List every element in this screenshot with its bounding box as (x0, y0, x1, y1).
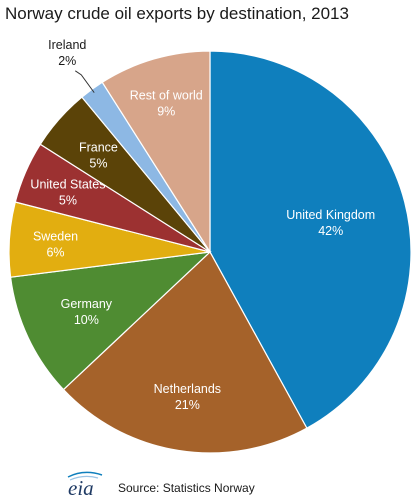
eia-logo: eia (67, 471, 103, 500)
slice-label-united-states: United States (30, 178, 105, 192)
slice-label-united-kingdom: United Kingdom (286, 208, 375, 222)
slice-value-ireland: 2% (58, 54, 76, 68)
pie-slice-germany (9, 251, 212, 391)
pie-slice-united-kingdom (209, 50, 412, 429)
slice-value-united-states: 5% (59, 194, 77, 208)
footer: eia Source: Statistics Norway (0, 468, 420, 503)
slice-label-ireland: Ireland (48, 38, 86, 52)
slice-value-sweden: 6% (46, 245, 64, 259)
source-note: Source: Statistics Norway (118, 481, 255, 495)
pie-slice-rest-of-world (101, 50, 211, 255)
leader-line-ireland (74, 70, 95, 93)
slice-value-rest-of-world: 9% (157, 104, 175, 118)
pie-slice-netherlands (62, 251, 308, 454)
pie-chart: United Kingdom 42% Netherlands 21% Germany 10… (8, 38, 412, 454)
slice-value-germany: 10% (74, 313, 99, 327)
slice-label-sweden: Sweden (33, 229, 78, 243)
slice-label-rest-of-world: Rest of world (130, 88, 203, 102)
slice-label-netherlands: Netherlands (154, 382, 221, 396)
slice-value-united-kingdom: 42% (318, 224, 343, 238)
slice-value-netherlands: 21% (175, 398, 200, 412)
chart-title: Norway crude oil exports by destination,… (5, 4, 349, 23)
eia-logo-text: eia (68, 476, 94, 500)
slice-value-france: 5% (89, 157, 107, 171)
slice-label-france: France (79, 141, 118, 155)
slice-label-germany: Germany (61, 297, 113, 311)
